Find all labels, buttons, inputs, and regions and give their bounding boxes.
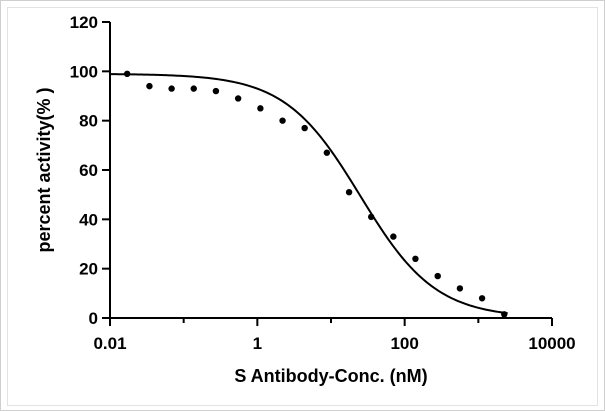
points-layer bbox=[123, 70, 508, 318]
data-point bbox=[390, 233, 397, 240]
chart-inner-border bbox=[7, 7, 598, 406]
y-tick-label: 80 bbox=[79, 112, 98, 131]
data-point bbox=[367, 213, 375, 221]
data-point bbox=[212, 87, 220, 95]
data-point bbox=[345, 189, 353, 196]
y-axis-title: percent activity(% ) bbox=[34, 87, 54, 252]
data-point bbox=[301, 124, 308, 132]
fit-curve bbox=[109, 73, 508, 315]
y-tick-label: 20 bbox=[79, 260, 98, 279]
data-point bbox=[168, 85, 175, 92]
y-tick-label: 100 bbox=[70, 62, 98, 81]
x-axis-title: S Antibody-Conc. (nM) bbox=[234, 366, 427, 386]
data-point bbox=[412, 255, 419, 262]
data-point bbox=[123, 70, 131, 78]
x-tick-label: 1 bbox=[253, 334, 262, 353]
fit-layer bbox=[109, 73, 508, 315]
axis-labels: S Antibody-Conc. (nM) percent activity(%… bbox=[34, 87, 428, 386]
data-point bbox=[190, 85, 197, 92]
x-tick-label: 10000 bbox=[528, 334, 575, 353]
x-tick-label: 100 bbox=[390, 334, 418, 353]
data-point bbox=[323, 149, 331, 156]
data-point bbox=[434, 272, 441, 280]
y-tick-label: 60 bbox=[79, 161, 98, 180]
axes: 0 20 40 60 80 100 120 0.01 1 100 10000 bbox=[70, 13, 576, 353]
data-point bbox=[478, 295, 486, 302]
data-point bbox=[279, 117, 286, 124]
data-point bbox=[501, 311, 508, 318]
y-tick-label: 0 bbox=[89, 309, 98, 328]
data-point bbox=[234, 95, 242, 102]
data-point bbox=[456, 285, 464, 292]
x-tick-label: 0.01 bbox=[93, 334, 126, 353]
y-tick-label: 120 bbox=[70, 13, 98, 32]
data-point bbox=[146, 82, 153, 90]
y-tick-label: 40 bbox=[79, 210, 98, 229]
data-point bbox=[257, 105, 264, 112]
